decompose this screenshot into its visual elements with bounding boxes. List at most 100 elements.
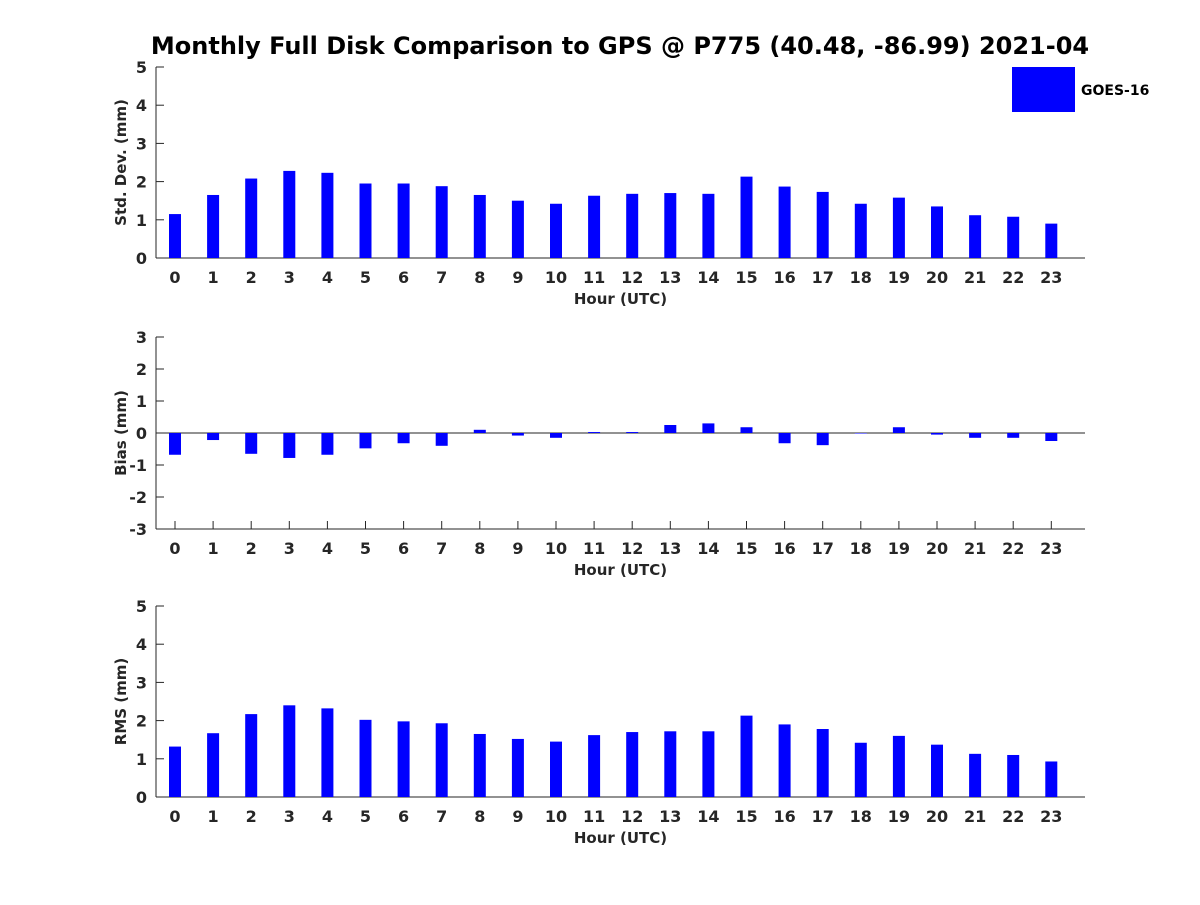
bar-bias-8 xyxy=(473,429,486,433)
x-tick-label: 7 xyxy=(436,539,447,558)
x-tick-label: 15 xyxy=(735,807,757,826)
x-tick-label: 8 xyxy=(474,539,485,558)
y-tick-label: 1 xyxy=(136,392,147,411)
x-axis-label: Hour (UTC) xyxy=(574,290,667,308)
x-tick-label: 20 xyxy=(926,539,948,558)
x-tick-label: 8 xyxy=(474,807,485,826)
legend-label: GOES-16 xyxy=(1081,83,1149,99)
bar-std-14 xyxy=(702,193,715,258)
y-tick-label: 3 xyxy=(136,673,147,692)
x-tick-label: 23 xyxy=(1040,268,1062,287)
bar-bias-18 xyxy=(854,433,867,434)
x-tick-label: 3 xyxy=(284,268,295,287)
bar-std-5 xyxy=(359,183,372,258)
y-tick-label: 3 xyxy=(136,134,147,153)
x-tick-label: 17 xyxy=(812,539,834,558)
bar-rms-0 xyxy=(169,746,181,797)
legend-swatch xyxy=(1012,67,1075,112)
x-tick-label: 0 xyxy=(169,539,180,558)
x-tick-label: 3 xyxy=(284,807,295,826)
x-tick-label: 12 xyxy=(621,807,643,826)
bar-bias-16 xyxy=(778,433,791,444)
bar-std-0 xyxy=(169,214,181,258)
bar-rms-1 xyxy=(207,733,220,797)
bar-std-23 xyxy=(1045,223,1058,258)
bar-bias-23 xyxy=(1045,433,1058,441)
bar-bias-5 xyxy=(359,433,372,449)
y-tick-label: 0 xyxy=(136,788,147,807)
bar-bias-12 xyxy=(626,432,639,433)
x-tick-label: 5 xyxy=(360,268,371,287)
x-tick-label: 13 xyxy=(659,539,681,558)
bar-bias-1 xyxy=(207,433,220,441)
y-tick-label: 1 xyxy=(136,750,147,769)
bar-std-2 xyxy=(245,178,258,258)
x-tick-label: 23 xyxy=(1040,539,1062,558)
bar-bias-4 xyxy=(321,433,334,455)
x-tick-label: 22 xyxy=(1002,807,1024,826)
x-tick-label: 7 xyxy=(436,807,447,826)
y-tick-label: 3 xyxy=(136,328,147,347)
bar-rms-16 xyxy=(778,724,791,797)
bar-rms-5 xyxy=(359,719,372,797)
x-tick-label: 4 xyxy=(322,539,333,558)
x-tick-label: 4 xyxy=(322,268,333,287)
y-tick-label: -1 xyxy=(129,456,147,475)
bar-bias-21 xyxy=(969,433,982,438)
y-tick-label: 2 xyxy=(136,173,147,192)
bar-std-10 xyxy=(550,203,562,258)
bar-std-19 xyxy=(892,197,905,258)
x-tick-label: 13 xyxy=(659,807,681,826)
bar-rms-22 xyxy=(1007,754,1020,797)
x-axis-label: Hour (UTC) xyxy=(574,561,667,579)
x-tick-label: 16 xyxy=(773,268,795,287)
bar-std-3 xyxy=(283,170,296,258)
bar-rms-20 xyxy=(931,744,943,797)
x-tick-label: 13 xyxy=(659,268,681,287)
bar-std-17 xyxy=(816,191,829,258)
bar-rms-7 xyxy=(435,723,448,797)
x-tick-label: 6 xyxy=(398,807,409,826)
bar-rms-9 xyxy=(511,738,524,797)
x-tick-label: 7 xyxy=(436,268,447,287)
y-axis-label: Bias (mm) xyxy=(112,390,130,476)
x-tick-label: 12 xyxy=(621,539,643,558)
x-tick-label: 11 xyxy=(583,539,605,558)
x-tick-label: 14 xyxy=(697,807,719,826)
x-tick-label: 1 xyxy=(208,807,219,826)
x-tick-label: 16 xyxy=(773,539,795,558)
x-tick-label: 14 xyxy=(697,539,719,558)
x-tick-label: 18 xyxy=(850,268,872,287)
x-tick-label: 8 xyxy=(474,268,485,287)
bar-rms-13 xyxy=(664,731,677,797)
bar-bias-13 xyxy=(664,425,677,433)
bar-std-22 xyxy=(1007,216,1020,258)
x-tick-label: 10 xyxy=(545,807,567,826)
y-tick-label: 5 xyxy=(136,58,147,77)
bar-std-8 xyxy=(473,194,486,258)
x-tick-label: 1 xyxy=(208,268,219,287)
bar-std-16 xyxy=(778,186,791,258)
x-tick-label: 18 xyxy=(850,807,872,826)
bar-std-11 xyxy=(588,195,601,258)
y-tick-label: 1 xyxy=(136,211,147,230)
x-tick-label: 0 xyxy=(169,268,180,287)
bar-std-15 xyxy=(740,176,753,258)
x-tick-label: 10 xyxy=(545,268,567,287)
bar-rms-14 xyxy=(702,731,715,797)
bar-bias-14 xyxy=(702,423,715,433)
bar-bias-6 xyxy=(397,433,410,444)
bar-std-18 xyxy=(854,203,867,258)
bar-rms-21 xyxy=(969,753,982,797)
bar-rms-23 xyxy=(1045,761,1058,797)
x-tick-label: 9 xyxy=(512,268,523,287)
y-tick-label: 0 xyxy=(136,424,147,443)
x-tick-label: 6 xyxy=(398,539,409,558)
bar-bias-17 xyxy=(816,433,829,446)
bar-rms-17 xyxy=(816,729,829,797)
x-tick-label: 22 xyxy=(1002,268,1024,287)
bar-bias-10 xyxy=(550,433,562,438)
